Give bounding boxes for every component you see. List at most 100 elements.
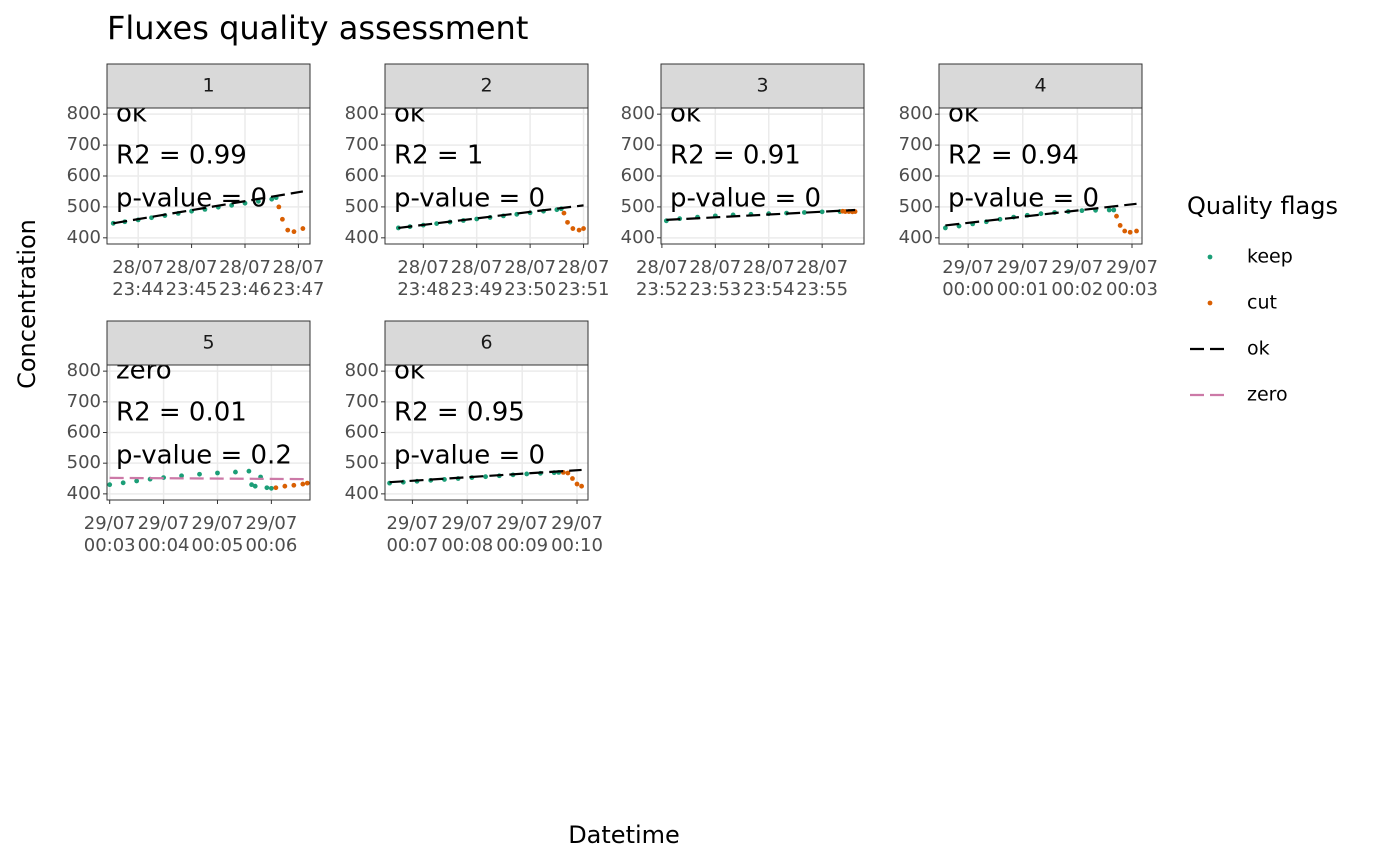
legend-label: keep [1247,246,1293,268]
plot-area [663,208,858,224]
data-point [1127,229,1133,235]
panel-border [660,107,865,245]
y-tick-label: 600 [67,422,101,443]
annotations: ok [116,99,147,129]
data-point [249,482,255,488]
x-tick-label: 29/07 00:06 [245,513,297,556]
y-tick-label: 800 [67,103,101,124]
panel-border [106,364,311,501]
annotations: ok [394,365,425,386]
data-point [282,483,288,489]
panel-border [938,107,1143,245]
y-tick-label: 800 [621,103,655,124]
data-point [285,227,291,233]
r2-label: R2 = 1 [394,141,483,171]
y-tick-label: 500 [345,452,379,473]
strip-label: 6 [480,332,492,354]
data-point [565,470,571,476]
x-tick-label: 28/07 23:55 [796,257,848,300]
y-tick-label: 700 [899,134,933,155]
strip [384,320,589,366]
data-point [179,473,184,479]
legend-key [1207,300,1213,306]
fit-line [109,476,308,481]
y-tick-label: 600 [345,165,379,186]
legend-title: Quality flags [1187,192,1338,220]
y-tick-label: 400 [345,227,379,248]
p-label: p-value = 0 [948,184,1099,214]
flag-label: ok [394,99,425,129]
plot-area [395,204,586,233]
flag-label: ok [948,99,979,129]
x-tick-label: 28/07 23:44 [112,257,164,300]
data-point [233,469,238,475]
data-point [120,480,126,486]
legend-label: zero [1247,384,1288,406]
y-tick-label: 400 [67,227,101,248]
strip [384,63,589,109]
y-tick-label: 400 [67,483,101,504]
r2-label: R2 = 0.99 [116,141,247,171]
x-tick-label: 29/07 00:03 [1106,257,1158,300]
y-tick-label: 800 [899,103,933,124]
fit-line [398,204,584,230]
plot-area [110,190,306,235]
data-point [579,483,584,489]
y-tick-label: 800 [345,103,379,124]
data-point [576,227,582,233]
data-point [300,481,306,487]
data-point [1106,207,1112,213]
x-tick-label: 29/07 00:08 [441,513,493,556]
data-point [942,225,948,231]
annotations: ok [670,108,701,129]
data-point [570,476,575,481]
y-tick-label: 800 [345,360,379,381]
data-point [434,221,440,227]
legend-key [1207,254,1213,260]
panel-border [384,364,589,501]
x-tick-label: 29/07 00:02 [1051,257,1103,300]
x-tick-label: 29/07 00:03 [84,513,136,556]
strip-label: 1 [202,75,214,97]
x-tick-label: 29/07 00:04 [138,513,190,556]
data-point [291,229,297,235]
data-point [268,485,274,491]
y-tick-label: 700 [67,134,101,155]
data-point [570,226,576,231]
data-point [561,210,567,216]
strip-label: 3 [756,75,768,97]
plot-area [107,468,310,491]
y-tick-label: 400 [621,227,655,248]
y-tick-label: 800 [67,360,101,381]
x-tick-label: 29/07 00:05 [192,513,244,556]
data-point [273,485,279,491]
data-point [1134,228,1139,234]
data-point [574,481,580,487]
r2-label: R2 = 0.91 [670,141,801,171]
y-tick-label: 500 [899,196,933,217]
x-tick-label: 29/07 00:10 [551,513,603,556]
annotations: ok [948,99,979,129]
data-point [291,482,297,488]
p-label: p-value = 0.2 [116,441,292,471]
strip-label: 2 [480,75,492,97]
fit-line [945,202,1137,227]
x-tick-label: 28/07 23:52 [636,257,688,300]
y-tick-label: 400 [899,227,933,248]
data-point [197,471,202,477]
strip [106,320,311,366]
flag-label: ok [116,99,147,129]
data-point [524,471,530,477]
data-point [215,470,220,476]
p-label: p-value = 0 [394,184,545,214]
y-tick-label: 500 [621,196,655,217]
data-point [483,474,488,480]
data-point [269,196,275,202]
data-point [107,482,113,488]
x-tick-label: 29/07 00:09 [496,513,548,556]
data-point [1114,213,1119,219]
x-tick-label: 29/07 00:07 [386,513,438,556]
y-tick-label: 600 [899,165,933,186]
x-axis-label: Datetime [568,821,680,849]
